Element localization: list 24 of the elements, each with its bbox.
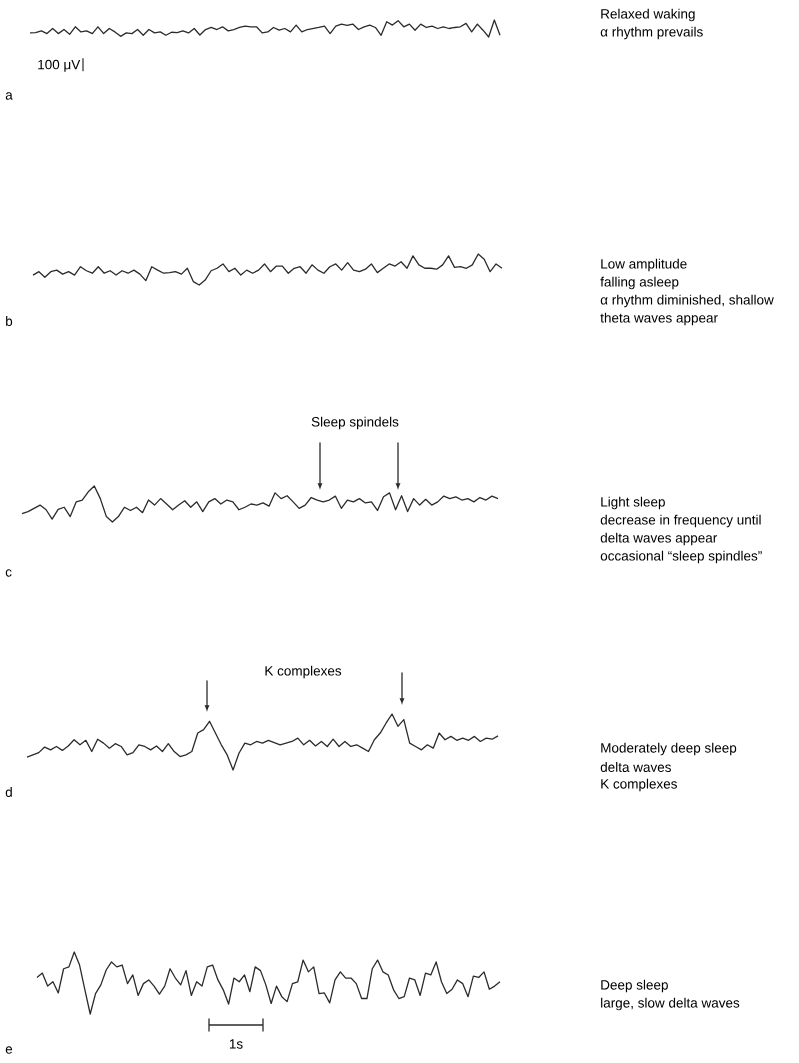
text: Sleep spindels (311, 416, 399, 430)
text: c (5, 569, 12, 577)
text: Relaxed waking (601, 8, 695, 22)
text: Low amplitude (601, 258, 687, 272)
text: falling asleep (600, 276, 679, 290)
text: theta waves appear (600, 312, 718, 326)
text: 100 μV (38, 59, 81, 72)
text: K complexes (601, 778, 677, 792)
text: a (5, 92, 13, 100)
text: e (5, 1046, 13, 1054)
text: decrease in frequency until (600, 514, 761, 528)
text: delta waves appear (600, 532, 718, 546)
text: occasional “sleep spindles” (600, 550, 762, 564)
text: d (5, 787, 12, 797)
text: Moderately deep sleep (601, 742, 737, 756)
text: α rhythm diminished, shallow (600, 294, 774, 308)
text: 1s (229, 1039, 243, 1049)
text: delta waves (600, 762, 671, 772)
text: α rhythm prevails (600, 26, 703, 40)
text: Deep sleep (601, 979, 668, 993)
text: b (6, 316, 13, 326)
text: Light sleep (601, 496, 665, 510)
text: K complexes (265, 665, 342, 679)
text: large, slow delta waves (601, 997, 740, 1011)
